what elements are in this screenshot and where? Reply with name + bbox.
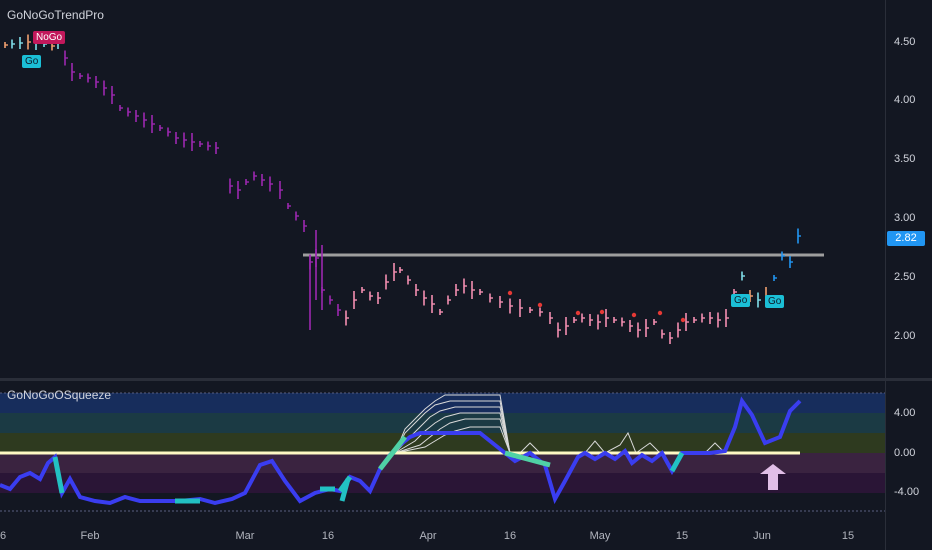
price-tick: 2.50: [894, 271, 916, 283]
price-chart[interactable]: [0, 0, 885, 378]
nogo-zone: [0, 453, 885, 473]
price-pane[interactable]: GoNoGoTrendPro NoGo Go Go Go: [0, 0, 885, 378]
up-arrow-icon: [760, 464, 786, 490]
price-tick: 4.50: [894, 36, 916, 48]
time-axis[interactable]: 6 Feb Mar 16 Apr 16 May 15 Jun 15: [0, 522, 885, 550]
go-signal: Go: [765, 295, 785, 308]
squeeze-dot: [680, 317, 686, 323]
go-signal: Go: [22, 55, 42, 68]
go-zone: [0, 413, 885, 433]
time-tick: Apr: [419, 530, 437, 542]
oscillator-accent: [339, 478, 351, 502]
nogo-signal: NoGo: [33, 31, 66, 44]
time-tick: May: [589, 530, 611, 542]
oscillator-tick: 0.00: [894, 447, 916, 459]
oscillator-tick: -4.00: [894, 486, 920, 498]
oscillator-accent: [378, 435, 407, 471]
squeeze-dot: [631, 312, 637, 318]
time-tick: 16: [321, 530, 335, 542]
axis-divider: [885, 0, 886, 550]
neutral-zone: [0, 433, 885, 453]
time-tick: 15: [675, 530, 689, 542]
price-tick: 3.00: [894, 212, 916, 224]
squeeze-dot: [575, 310, 581, 316]
squeeze-dot: [657, 310, 663, 316]
squeeze-dot: [537, 302, 543, 308]
last-price-badge: 2.82: [887, 231, 925, 246]
price-tick: 3.50: [894, 153, 916, 165]
oscillator-accent: [669, 451, 685, 473]
oscillator-tick: 4.00: [894, 407, 916, 419]
oscillator-chart[interactable]: [0, 381, 885, 521]
oscillator-accent: [504, 450, 551, 468]
go-signal: Go: [731, 294, 751, 307]
squeeze-dot: [507, 290, 513, 296]
strong-nogo-zone: [0, 473, 885, 493]
time-tick: 16: [503, 530, 517, 542]
time-tick: 15: [841, 530, 855, 542]
oscillator-accent: [52, 456, 65, 494]
time-tick: Feb: [80, 530, 100, 542]
price-tick: 2.00: [894, 330, 916, 342]
time-tick: 6: [0, 530, 7, 542]
pane-divider[interactable]: [0, 378, 932, 381]
price-pane-title: GoNoGoTrendPro: [7, 8, 104, 22]
oscillator-pane[interactable]: GoNoGoOSqueeze: [0, 381, 885, 521]
time-tick: Jun: [753, 530, 771, 542]
oscillator-pane-title: GoNoGoOSqueeze: [7, 388, 112, 402]
price-tick: 4.00: [894, 94, 916, 106]
time-tick: Mar: [235, 530, 255, 542]
squeeze-dot: [599, 309, 605, 315]
price-bars: [4, 32, 801, 344]
price-axis[interactable]: 4.50 4.00 3.50 3.00 2.50 2.00 4.00 0.00 …: [886, 0, 932, 521]
